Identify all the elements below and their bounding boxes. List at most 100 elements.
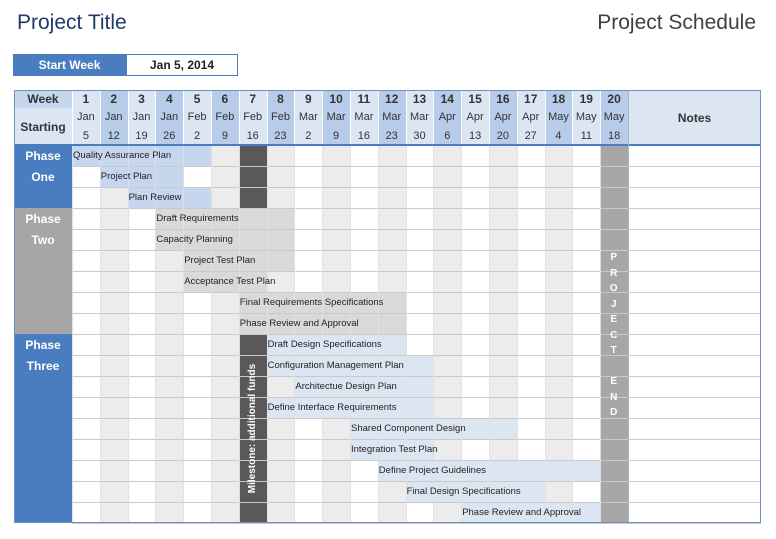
task-bar[interactable] — [461, 503, 601, 523]
phase-block — [14, 334, 72, 523]
task-bar[interactable] — [405, 482, 545, 502]
row-divider — [72, 229, 761, 230]
week-start-month: Apr — [489, 108, 517, 126]
week-number: 20 — [600, 90, 628, 108]
task-label: Shared Component Design — [351, 423, 466, 434]
column-divider — [572, 145, 574, 523]
task-bar[interactable] — [266, 398, 434, 418]
task-label: Project Plan — [100, 171, 153, 182]
week-start-month: Mar — [405, 108, 434, 126]
week-start-month: Jan — [72, 108, 100, 126]
task-bar[interactable] — [155, 230, 295, 250]
week-start-month: Feb — [238, 108, 267, 126]
task-bar[interactable] — [266, 335, 406, 355]
phase-block — [14, 145, 72, 208]
phase-label: Phase — [25, 212, 61, 226]
task-bar[interactable] — [155, 209, 295, 229]
week-start-month: Mar — [294, 108, 323, 126]
task-bar[interactable] — [183, 272, 267, 292]
project-end-letter: O — [609, 283, 618, 294]
milestone-column — [238, 334, 267, 523]
week-start-day: 20 — [489, 126, 517, 145]
week-number: 17 — [516, 90, 545, 108]
project-schedule-label: Project Schedule — [597, 11, 756, 34]
week-start-month: Mar — [377, 108, 406, 126]
week-start-month: May — [544, 108, 573, 126]
row-divider — [72, 250, 761, 251]
task-label: Final Requirements Specifications — [239, 297, 384, 308]
task-label: Draft Design Specifications — [267, 339, 382, 350]
week-number: 2 — [99, 90, 128, 108]
week-start-day: 18 — [600, 126, 628, 145]
row-divider — [72, 292, 761, 293]
row-divider — [72, 187, 761, 188]
row-divider — [72, 481, 761, 482]
week-number: 19 — [572, 90, 601, 108]
column-divider — [72, 145, 73, 523]
row-divider — [72, 502, 761, 503]
column-divider — [127, 145, 129, 523]
column-divider — [489, 145, 490, 523]
week-number: 9 — [294, 90, 323, 108]
column-divider — [377, 145, 379, 523]
task-label: Plan Review — [128, 192, 182, 203]
week-start-day: 11 — [572, 126, 601, 145]
task-bar[interactable] — [266, 356, 434, 376]
column-divider — [294, 145, 296, 523]
column-divider — [155, 145, 157, 523]
task-bar[interactable] — [350, 440, 434, 460]
week-start-month: Feb — [266, 108, 295, 126]
project-end-letter: R — [610, 267, 618, 279]
project-end-letter: D — [610, 407, 618, 418]
week-number: 11 — [350, 90, 378, 108]
week-start-day: 9 — [211, 126, 239, 145]
column-divider — [350, 145, 351, 523]
row-divider — [72, 439, 761, 440]
week-start-month: May — [600, 108, 628, 126]
column-divider — [405, 145, 407, 523]
task-label: Phase Review and Approval — [462, 507, 582, 518]
task-label: Define Project Guidelines — [378, 465, 486, 476]
week-start-day: 23 — [377, 126, 406, 145]
header-divider — [14, 144, 761, 146]
project-end-letter: E — [610, 376, 618, 387]
week-start-day: 2 — [183, 126, 211, 145]
phase-label: One — [31, 170, 55, 184]
week-start-day: 19 — [127, 126, 156, 145]
week-number: 16 — [489, 90, 517, 108]
week-number: 10 — [322, 90, 350, 108]
task-bar[interactable] — [183, 251, 295, 271]
start-week-label: Start Week — [13, 54, 126, 76]
week-start-month: Apr — [461, 108, 489, 126]
task-label: Configuration Management Plan — [267, 360, 404, 371]
column-divider — [211, 145, 212, 523]
column-divider — [183, 145, 185, 523]
phase-block — [14, 208, 72, 334]
task-bar[interactable] — [72, 146, 211, 166]
week-number: 15 — [461, 90, 489, 108]
week-number: 5 — [183, 90, 211, 108]
start-week-input[interactable]: Jan 5, 2014 — [126, 54, 238, 76]
project-end-letter: P — [610, 252, 618, 263]
week-start-day: 16 — [350, 126, 378, 145]
week-start-month: Mar — [350, 108, 378, 126]
week-number: 18 — [544, 90, 573, 108]
week-start-day: 4 — [544, 126, 573, 145]
phase-label: Three — [26, 359, 60, 373]
task-label: Define Interface Requirements — [267, 402, 397, 413]
row-divider — [72, 334, 761, 335]
task-label: Acceptance Test Plan — [184, 276, 276, 287]
column-divider — [600, 145, 602, 523]
project-end-letter: E — [610, 314, 618, 325]
row-divider — [72, 460, 761, 461]
task-bar[interactable] — [99, 167, 184, 187]
task-bar[interactable] — [127, 188, 211, 208]
week-start-day: 12 — [99, 126, 128, 145]
week-start-day: 9 — [322, 126, 350, 145]
task-label: Phase Review and Approval — [239, 318, 359, 329]
week-start-day: 16 — [238, 126, 267, 145]
week-start-day: 2 — [294, 126, 323, 145]
project-end-letter: J — [610, 298, 617, 310]
task-bar[interactable] — [294, 377, 434, 397]
